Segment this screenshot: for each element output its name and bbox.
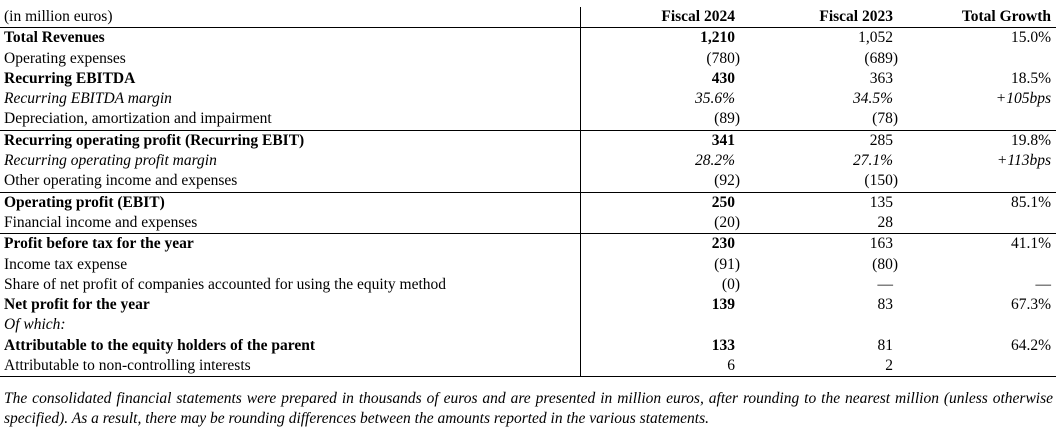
cell-fiscal-2023: — bbox=[877, 275, 894, 293]
row-label: Recurring EBITDA margin bbox=[0, 89, 581, 110]
cell-fiscal-2024 bbox=[580, 315, 740, 335]
cell-fiscal-2024: (91) bbox=[714, 255, 740, 273]
cell-total-growth bbox=[898, 356, 1056, 378]
row-label: Total Revenues bbox=[0, 27, 581, 49]
row-label: Recurring EBITDA bbox=[0, 68, 581, 90]
cell-fiscal-2023: (78) bbox=[872, 110, 898, 128]
cell-fiscal-2023: (150) bbox=[864, 172, 898, 190]
row-label: Share of net profit of companies account… bbox=[0, 274, 581, 296]
cell-fiscal-2024: 341 bbox=[580, 129, 740, 152]
table-row: Income tax expense (91) (80) bbox=[0, 254, 1056, 275]
table-row: Of which: bbox=[0, 315, 1056, 336]
cell-total-growth bbox=[898, 213, 1056, 234]
row-label: Recurring operating profit margin bbox=[0, 151, 581, 172]
cell-fiscal-2023: 2 bbox=[740, 356, 898, 378]
cell-fiscal-2024: 28.2% bbox=[694, 152, 735, 170]
cell-fiscal-2024: (20) bbox=[714, 213, 740, 231]
table-row: Operating expenses (780) (689) bbox=[0, 48, 1056, 69]
cell-fiscal-2024: 1,210 bbox=[700, 29, 735, 47]
cell-fiscal-2023: 1,052 bbox=[858, 29, 893, 47]
financial-results-table: (in million euros) Fiscal 2024 Fiscal 20… bbox=[0, 7, 1056, 378]
table-row: Recurring EBITDA margin 35.6% 34.5% +105… bbox=[0, 89, 1056, 110]
unit-label: (in million euros) bbox=[0, 7, 581, 29]
cell-fiscal-2024: 139 bbox=[711, 296, 735, 314]
row-label: Financial income and expenses bbox=[0, 212, 581, 234]
cell-total-growth bbox=[898, 49, 1056, 69]
cell-fiscal-2024: (780) bbox=[706, 49, 740, 67]
table-row: Other operating income and expenses (92)… bbox=[0, 171, 1056, 193]
cell-fiscal-2023: 285 bbox=[740, 129, 898, 152]
row-label: Recurring operating profit (Recurring EB… bbox=[0, 129, 581, 152]
table-row: Operating profit (EBIT) 250 135 85.1% bbox=[0, 191, 1056, 213]
column-header-fiscal-2024: Fiscal 2024 bbox=[580, 7, 740, 29]
table-row: Attributable to non-controlling interest… bbox=[0, 356, 1056, 378]
table-row: Attributable to the equity holders of th… bbox=[0, 335, 1056, 357]
cell-fiscal-2023: 34.5% bbox=[852, 90, 893, 108]
cell-total-growth: 19.8% bbox=[898, 129, 1056, 152]
table-row: Share of net profit of companies account… bbox=[0, 274, 1056, 296]
row-label: Operating profit (EBIT) bbox=[0, 191, 581, 213]
row-label: Attributable to the equity holders of th… bbox=[0, 335, 581, 357]
table-row: Total Revenues 1,210 1,052 15.0% bbox=[0, 27, 1056, 49]
row-label: Depreciation, amortization and impairmen… bbox=[0, 109, 581, 131]
table-row: Profit before tax for the year 230 163 4… bbox=[0, 233, 1056, 255]
cell-fiscal-2023: 81 bbox=[877, 336, 894, 354]
row-label: Net profit for the year bbox=[0, 295, 581, 316]
row-label: Of which: bbox=[0, 315, 581, 336]
cell-fiscal-2024: 430 bbox=[711, 69, 735, 87]
cell-total-growth: 41.1% bbox=[898, 233, 1056, 255]
cell-fiscal-2024: 250 bbox=[580, 191, 740, 213]
table-row: Recurring operating profit (Recurring EB… bbox=[0, 129, 1056, 152]
table-body: Total Revenues 1,210 1,052 15.0% Operati… bbox=[0, 27, 1056, 378]
cell-total-growth bbox=[898, 255, 1056, 275]
cell-fiscal-2024: (92) bbox=[714, 172, 740, 190]
cell-fiscal-2023: (80) bbox=[872, 255, 898, 273]
cell-fiscal-2024: 6 bbox=[580, 356, 740, 378]
cell-fiscal-2023: 163 bbox=[740, 233, 898, 255]
row-label: Income tax expense bbox=[0, 254, 581, 275]
cell-total-growth: — bbox=[1035, 275, 1052, 293]
cell-fiscal-2023: 83 bbox=[877, 296, 894, 314]
table-row: Recurring EBITDA 430 363 18.5% bbox=[0, 68, 1056, 90]
table-header-row: (in million euros) Fiscal 2024 Fiscal 20… bbox=[0, 7, 1056, 29]
cell-fiscal-2024: 133 bbox=[711, 336, 735, 354]
table-row: Net profit for the year 139 83 67.3% bbox=[0, 295, 1056, 316]
row-label: Attributable to non-controlling interest… bbox=[0, 356, 581, 378]
table-row: Financial income and expenses (20) 28 bbox=[0, 212, 1056, 234]
column-header-total-growth: Total Growth bbox=[898, 7, 1056, 29]
cell-fiscal-2024: (0) bbox=[721, 275, 740, 293]
row-label: Profit before tax for the year bbox=[0, 233, 581, 255]
row-label: Operating expenses bbox=[0, 48, 581, 69]
table-header: (in million euros) Fiscal 2024 Fiscal 20… bbox=[0, 7, 1056, 29]
cell-total-growth bbox=[898, 171, 1056, 192]
cell-fiscal-2024: 230 bbox=[580, 233, 740, 255]
cell-total-growth: +105bps bbox=[995, 90, 1051, 108]
cell-total-growth: 67.3% bbox=[1010, 296, 1051, 314]
cell-total-growth bbox=[898, 315, 1056, 335]
cell-total-growth: 64.2% bbox=[1010, 336, 1051, 354]
cell-fiscal-2024: 35.6% bbox=[694, 90, 735, 108]
cell-total-growth: 85.1% bbox=[898, 191, 1056, 213]
cell-total-growth: +113bps bbox=[996, 152, 1051, 170]
row-label: Other operating income and expenses bbox=[0, 171, 581, 193]
table-row: Recurring operating profit margin 28.2% … bbox=[0, 151, 1056, 172]
table-row: Depreciation, amortization and impairmen… bbox=[0, 109, 1056, 131]
cell-fiscal-2023: 27.1% bbox=[852, 152, 893, 170]
cell-fiscal-2023: (689) bbox=[864, 49, 898, 67]
cell-fiscal-2023: 28 bbox=[877, 213, 894, 231]
cell-total-growth: 15.0% bbox=[1010, 29, 1051, 47]
cell-total-growth bbox=[898, 109, 1056, 130]
cell-fiscal-2023: 363 bbox=[869, 69, 893, 87]
cell-fiscal-2023 bbox=[740, 315, 898, 335]
column-header-fiscal-2023: Fiscal 2023 bbox=[740, 7, 898, 29]
cell-fiscal-2024: (89) bbox=[714, 110, 740, 128]
cell-total-growth: 18.5% bbox=[1010, 69, 1051, 87]
cell-fiscal-2023: 135 bbox=[740, 191, 898, 213]
rounding-footnote: The consolidated financial statements we… bbox=[4, 390, 1053, 427]
